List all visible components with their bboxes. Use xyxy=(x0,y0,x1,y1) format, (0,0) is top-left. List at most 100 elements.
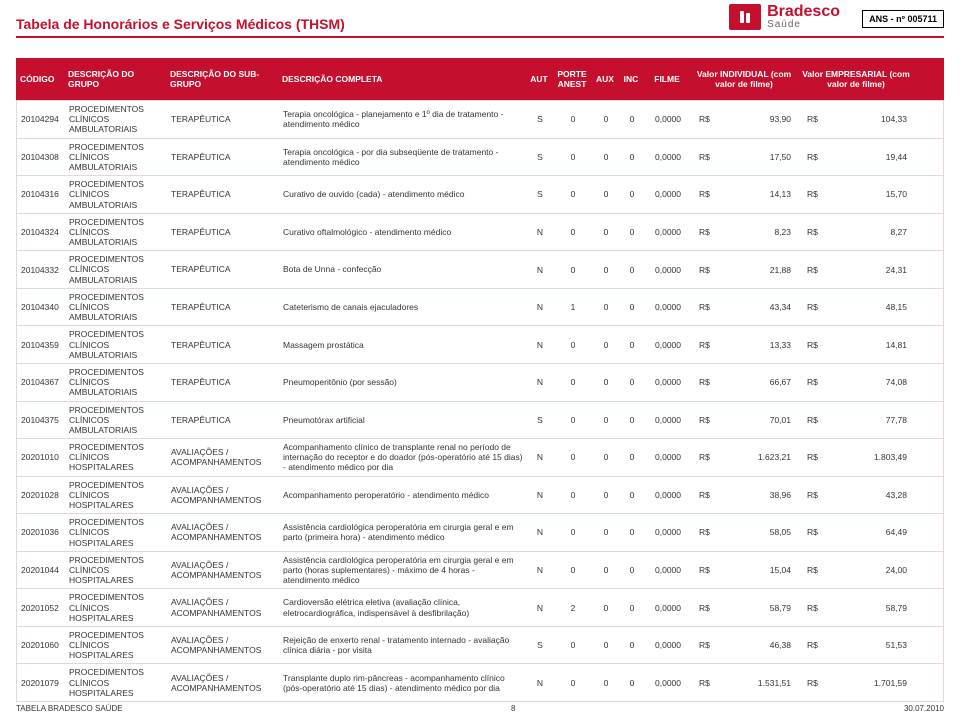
col-empresarial: Valor EMPRESARIAL (com valor de filme) xyxy=(798,69,914,89)
col-codigo: CÓDIGO xyxy=(16,74,64,84)
cell-aut: N xyxy=(527,487,553,503)
cell-codigo: 20201036 xyxy=(17,524,65,540)
table-row: 20104340PROCEDIMENTOS CLÍNICOS AMBULATOR… xyxy=(17,288,943,326)
cell-grupo: PROCEDIMENTOS CLÍNICOS AMBULATORIAIS xyxy=(65,402,167,439)
cell-desc: Curativo oftalmológico - atendimento méd… xyxy=(279,224,527,240)
cell-empresarial: R$48,15 xyxy=(799,299,915,315)
cell-sub: AVALIAÇÕES / ACOMPANHAMENTOS xyxy=(167,482,279,508)
cell-inc: 0 xyxy=(619,111,645,127)
table-row: 20104294PROCEDIMENTOS CLÍNICOS AMBULATOR… xyxy=(17,100,943,138)
cell-aut: S xyxy=(527,637,553,653)
ans-badge: ANS - nº 005711 xyxy=(862,10,944,28)
cell-inc: 0 xyxy=(619,374,645,390)
cell-porte: 0 xyxy=(553,524,593,540)
cell-porte: 0 xyxy=(553,675,593,691)
col-individual: Valor INDIVIDUAL (com valor de filme) xyxy=(690,69,798,89)
table-row: 20201044PROCEDIMENTOS CLÍNICOS HOSPITALA… xyxy=(17,551,943,589)
cell-porte: 2 xyxy=(553,600,593,616)
cell-aux: 0 xyxy=(593,186,619,202)
cell-aux: 0 xyxy=(593,412,619,428)
cell-filme: 0,0000 xyxy=(645,262,691,278)
cell-aut: N xyxy=(527,675,553,691)
footer-left: TABELA BRADESCO SAÚDE xyxy=(16,704,123,713)
cell-individual: R$8,23 xyxy=(691,224,799,240)
cell-individual: R$38,96 xyxy=(691,487,799,503)
cell-codigo: 20201044 xyxy=(17,562,65,578)
cell-grupo: PROCEDIMENTOS CLÍNICOS HOSPITALARES xyxy=(65,477,167,514)
cell-inc: 0 xyxy=(619,299,645,315)
cell-empresarial: R$77,78 xyxy=(799,412,915,428)
col-desc: DESCRIÇÃO COMPLETA xyxy=(278,74,526,84)
table-row: 20104375PROCEDIMENTOS CLÍNICOS AMBULATOR… xyxy=(17,401,943,439)
footer-date: 30.07.2010 xyxy=(904,704,944,713)
cell-grupo: PROCEDIMENTOS CLÍNICOS AMBULATORIAIS xyxy=(65,139,167,176)
cell-codigo: 20104340 xyxy=(17,299,65,315)
cell-sub: TERAPÊUTICA xyxy=(167,186,279,202)
cell-aux: 0 xyxy=(593,637,619,653)
cell-sub: TERAPÊUTICA xyxy=(167,111,279,127)
cell-individual: R$58,05 xyxy=(691,524,799,540)
cell-aut: N xyxy=(527,262,553,278)
cell-porte: 0 xyxy=(553,262,593,278)
cell-filme: 0,0000 xyxy=(645,524,691,540)
footer-page: 8 xyxy=(511,704,515,713)
cell-grupo: PROCEDIMENTOS CLÍNICOS HOSPITALARES xyxy=(65,664,167,701)
cell-porte: 0 xyxy=(553,337,593,353)
cell-empresarial: R$19,44 xyxy=(799,149,915,165)
cell-filme: 0,0000 xyxy=(645,412,691,428)
cell-grupo: PROCEDIMENTOS CLÍNICOS AMBULATORIAIS xyxy=(65,364,167,401)
col-aut: AUT xyxy=(526,74,552,84)
cell-inc: 0 xyxy=(619,224,645,240)
cell-inc: 0 xyxy=(619,186,645,202)
cell-inc: 0 xyxy=(619,262,645,278)
cell-porte: 0 xyxy=(553,637,593,653)
cell-empresarial: R$15,70 xyxy=(799,186,915,202)
cell-empresarial: R$1.803,49 xyxy=(799,449,915,465)
cell-aux: 0 xyxy=(593,524,619,540)
cell-inc: 0 xyxy=(619,412,645,428)
cell-sub: TERAPÊUTICA xyxy=(167,224,279,240)
cell-individual: R$17,50 xyxy=(691,149,799,165)
cell-inc: 0 xyxy=(619,487,645,503)
cell-codigo: 20201079 xyxy=(17,675,65,691)
cell-aux: 0 xyxy=(593,487,619,503)
cell-sub: TERAPÊUTICA xyxy=(167,261,279,277)
cell-desc: Pneumotórax artificial xyxy=(279,412,527,428)
cell-individual: R$66,67 xyxy=(691,374,799,390)
page-footer: TABELA BRADESCO SAÚDE 8 30.07.2010 xyxy=(16,704,944,713)
cell-desc: Rejeição de enxerto renal - tratamento i… xyxy=(279,632,527,658)
cell-codigo: 20201060 xyxy=(17,637,65,653)
cell-individual: R$70,01 xyxy=(691,412,799,428)
cell-desc: Massagem prostática xyxy=(279,337,527,353)
table-row: 20104367PROCEDIMENTOS CLÍNICOS AMBULATOR… xyxy=(17,363,943,401)
cell-aux: 0 xyxy=(593,562,619,578)
cell-desc: Cardioversão elétrica eletiva (avaliação… xyxy=(279,594,527,620)
cell-aut: S xyxy=(527,186,553,202)
cell-codigo: 20104359 xyxy=(17,337,65,353)
cell-aux: 0 xyxy=(593,449,619,465)
cell-empresarial: R$14,81 xyxy=(799,337,915,353)
cell-inc: 0 xyxy=(619,675,645,691)
cell-inc: 0 xyxy=(619,524,645,540)
cell-sub: TERAPÊUTICA xyxy=(167,337,279,353)
cell-aux: 0 xyxy=(593,111,619,127)
table-row: 20201010PROCEDIMENTOS CLÍNICOS HOSPITALA… xyxy=(17,438,943,476)
logo-text: Bradesco Saúde xyxy=(767,4,840,30)
cell-filme: 0,0000 xyxy=(645,562,691,578)
cell-sub: TERAPÊUTICA xyxy=(167,374,279,390)
cell-desc: Pneumoperitônio (por sessão) xyxy=(279,374,527,390)
table-row: 20201060PROCEDIMENTOS CLÍNICOS HOSPITALA… xyxy=(17,626,943,664)
cell-porte: 1 xyxy=(553,299,593,315)
cell-aux: 0 xyxy=(593,675,619,691)
cell-empresarial: R$43,28 xyxy=(799,487,915,503)
cell-aux: 0 xyxy=(593,224,619,240)
cell-porte: 0 xyxy=(553,562,593,578)
cell-desc: Acompanhamento peroperatório - atendimen… xyxy=(279,487,527,503)
cell-desc: Terapia oncológica - por dia subseqüente… xyxy=(279,144,527,170)
cell-empresarial: R$24,31 xyxy=(799,262,915,278)
cell-grupo: PROCEDIMENTOS CLÍNICOS AMBULATORIAIS xyxy=(65,101,167,138)
cell-individual: R$43,34 xyxy=(691,299,799,315)
cell-sub: TERAPÊUTICA xyxy=(167,412,279,428)
cell-empresarial: R$58,79 xyxy=(799,600,915,616)
page-header: Tabela de Honorários e Serviços Médicos … xyxy=(0,0,960,50)
